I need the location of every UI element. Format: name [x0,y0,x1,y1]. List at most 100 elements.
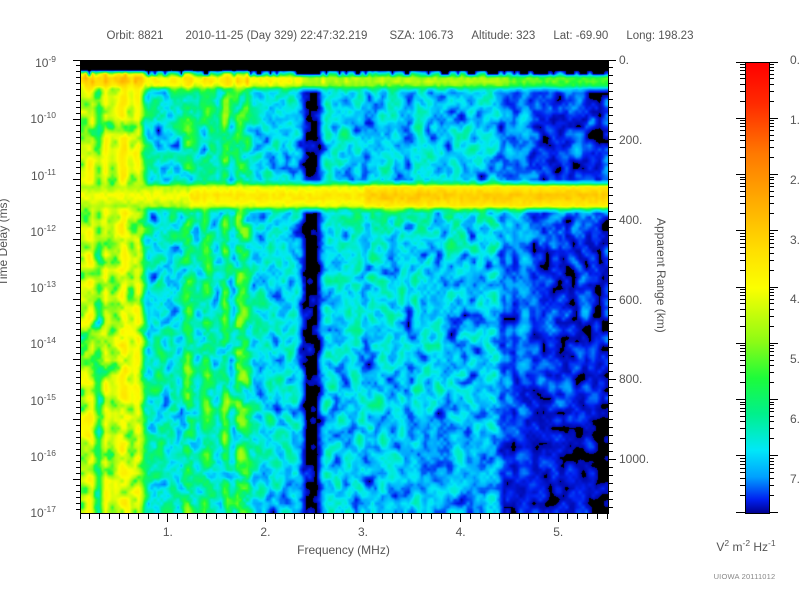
x-minor-tick [567,514,569,519]
colorbar-minor-tick [740,289,745,291]
colorbar-minor-tick [740,428,745,430]
y-left-minor-tick [76,466,80,468]
colorbar-minor-tick [740,303,745,305]
colorbar-major-tick [769,342,778,344]
colorbar-major-tick [769,286,778,288]
colorbar-minor-tick [740,382,745,384]
y-right-minor-tick [609,195,613,197]
colorbar-minor-tick [769,176,774,178]
y-left-minor-tick [76,352,80,354]
colorbar-minor-tick [740,83,745,85]
colorbar-minor-tick [769,232,774,234]
y-right-minor-tick [609,442,613,444]
colorbar-major-tick [736,230,745,232]
colorbar-minor-tick [769,269,774,271]
y-left-minor-tick [76,125,80,127]
colorbar-minor-tick [740,238,745,240]
y-left-major-tick [73,418,80,420]
colorbar-minor-tick [740,242,745,244]
x-minor-tick [508,514,510,519]
x-minor-tick [538,514,540,519]
x-minor-tick [79,514,81,519]
colorbar-minor-tick [769,100,774,102]
y-left-minor-tick [76,209,80,211]
colorbar-minor-tick [769,365,774,367]
colorbar-minor-tick [740,123,745,125]
x-minor-tick [489,514,491,519]
y-left-minor-tick [76,143,80,145]
x-minor-tick [343,514,344,519]
y-right-minor-tick [609,251,613,253]
colorbar-tick-label: 10-9 [35,54,56,70]
x-tick-label: 5. [553,525,564,539]
colorbar-minor-tick [769,407,774,409]
y-left-minor-tick [76,400,80,402]
colorbar-minor-tick [740,140,745,142]
colorbar-minor-tick [769,411,774,413]
colorbar-minor-tick [740,355,745,357]
colorbar-minor-tick [740,477,745,479]
colorbar-major-tick [769,399,778,400]
y-left-minor-tick [76,442,80,444]
x-minor-tick [382,514,384,519]
header-field-altitude: Altitude: 323 [471,30,536,42]
colorbar[interactable] [745,62,770,514]
colorbar-minor-tick [769,315,774,317]
x-minor-tick [206,514,208,519]
colorbar-minor-tick [769,295,774,297]
y-left-minor-tick [76,322,80,324]
colorbar-minor-tick [769,460,774,462]
y-left-minor-tick [76,382,80,384]
colorbar-minor-tick [769,494,774,496]
y-right-tick-label: 200. [619,132,643,147]
y-left-major-tick [73,59,80,61]
y-left-minor-tick [76,83,80,85]
y-right-minor-tick [609,386,613,388]
y-left-minor-tick [76,376,80,378]
colorbar-tick-label: 10-15 [30,391,56,408]
y-left-minor-tick [76,496,80,498]
y-left-minor-tick [76,89,80,91]
colorbar-major-tick [769,230,778,232]
x-minor-tick [528,514,530,519]
colorbar-minor-tick [740,411,745,413]
y-right-minor-tick [609,410,613,412]
y-right-minor-tick [609,362,613,364]
spectrogram-plot-area[interactable] [80,60,609,514]
y-left-major-tick [73,179,80,181]
y-right-minor-tick [609,307,613,309]
colorbar-minor-tick [740,66,745,68]
x-minor-tick [138,514,140,519]
colorbar-major-tick [736,342,745,344]
header-field-orbit: Orbit: 8821 [106,30,164,42]
y-left-minor-tick [76,334,80,336]
colorbar-minor-tick [740,269,745,271]
x-minor-tick [352,514,354,519]
x-major-tick [264,514,266,522]
colorbar-minor-tick [769,467,774,469]
x-major-tick [362,514,364,522]
colorbar-minor-tick [769,213,774,215]
colorbar-minor-tick [740,325,745,327]
x-minor-tick [586,514,588,519]
x-minor-tick [391,514,393,519]
colorbar-minor-tick [740,259,745,261]
colorbar-minor-tick [769,203,774,205]
y-right-minor-tick [609,283,613,285]
x-minor-tick [255,514,257,519]
colorbar-minor-tick [769,196,774,198]
y-left-minor-tick [76,269,80,271]
colorbar-minor-tick [740,457,745,459]
y-right-minor-tick [609,187,613,189]
y-right-minor-tick [609,490,613,492]
y-right-minor-tick [609,498,613,500]
y-left-minor-tick [76,328,80,330]
colorbar-minor-tick [740,460,745,462]
x-major-tick [460,514,462,522]
y-right-tick-label: 800. [619,372,643,387]
x-minor-tick [411,514,413,519]
colorbar-minor-tick [769,73,774,75]
colorbar-minor-tick [769,126,774,128]
y-left-minor-tick [76,430,80,432]
y-left-minor-tick [76,221,80,223]
